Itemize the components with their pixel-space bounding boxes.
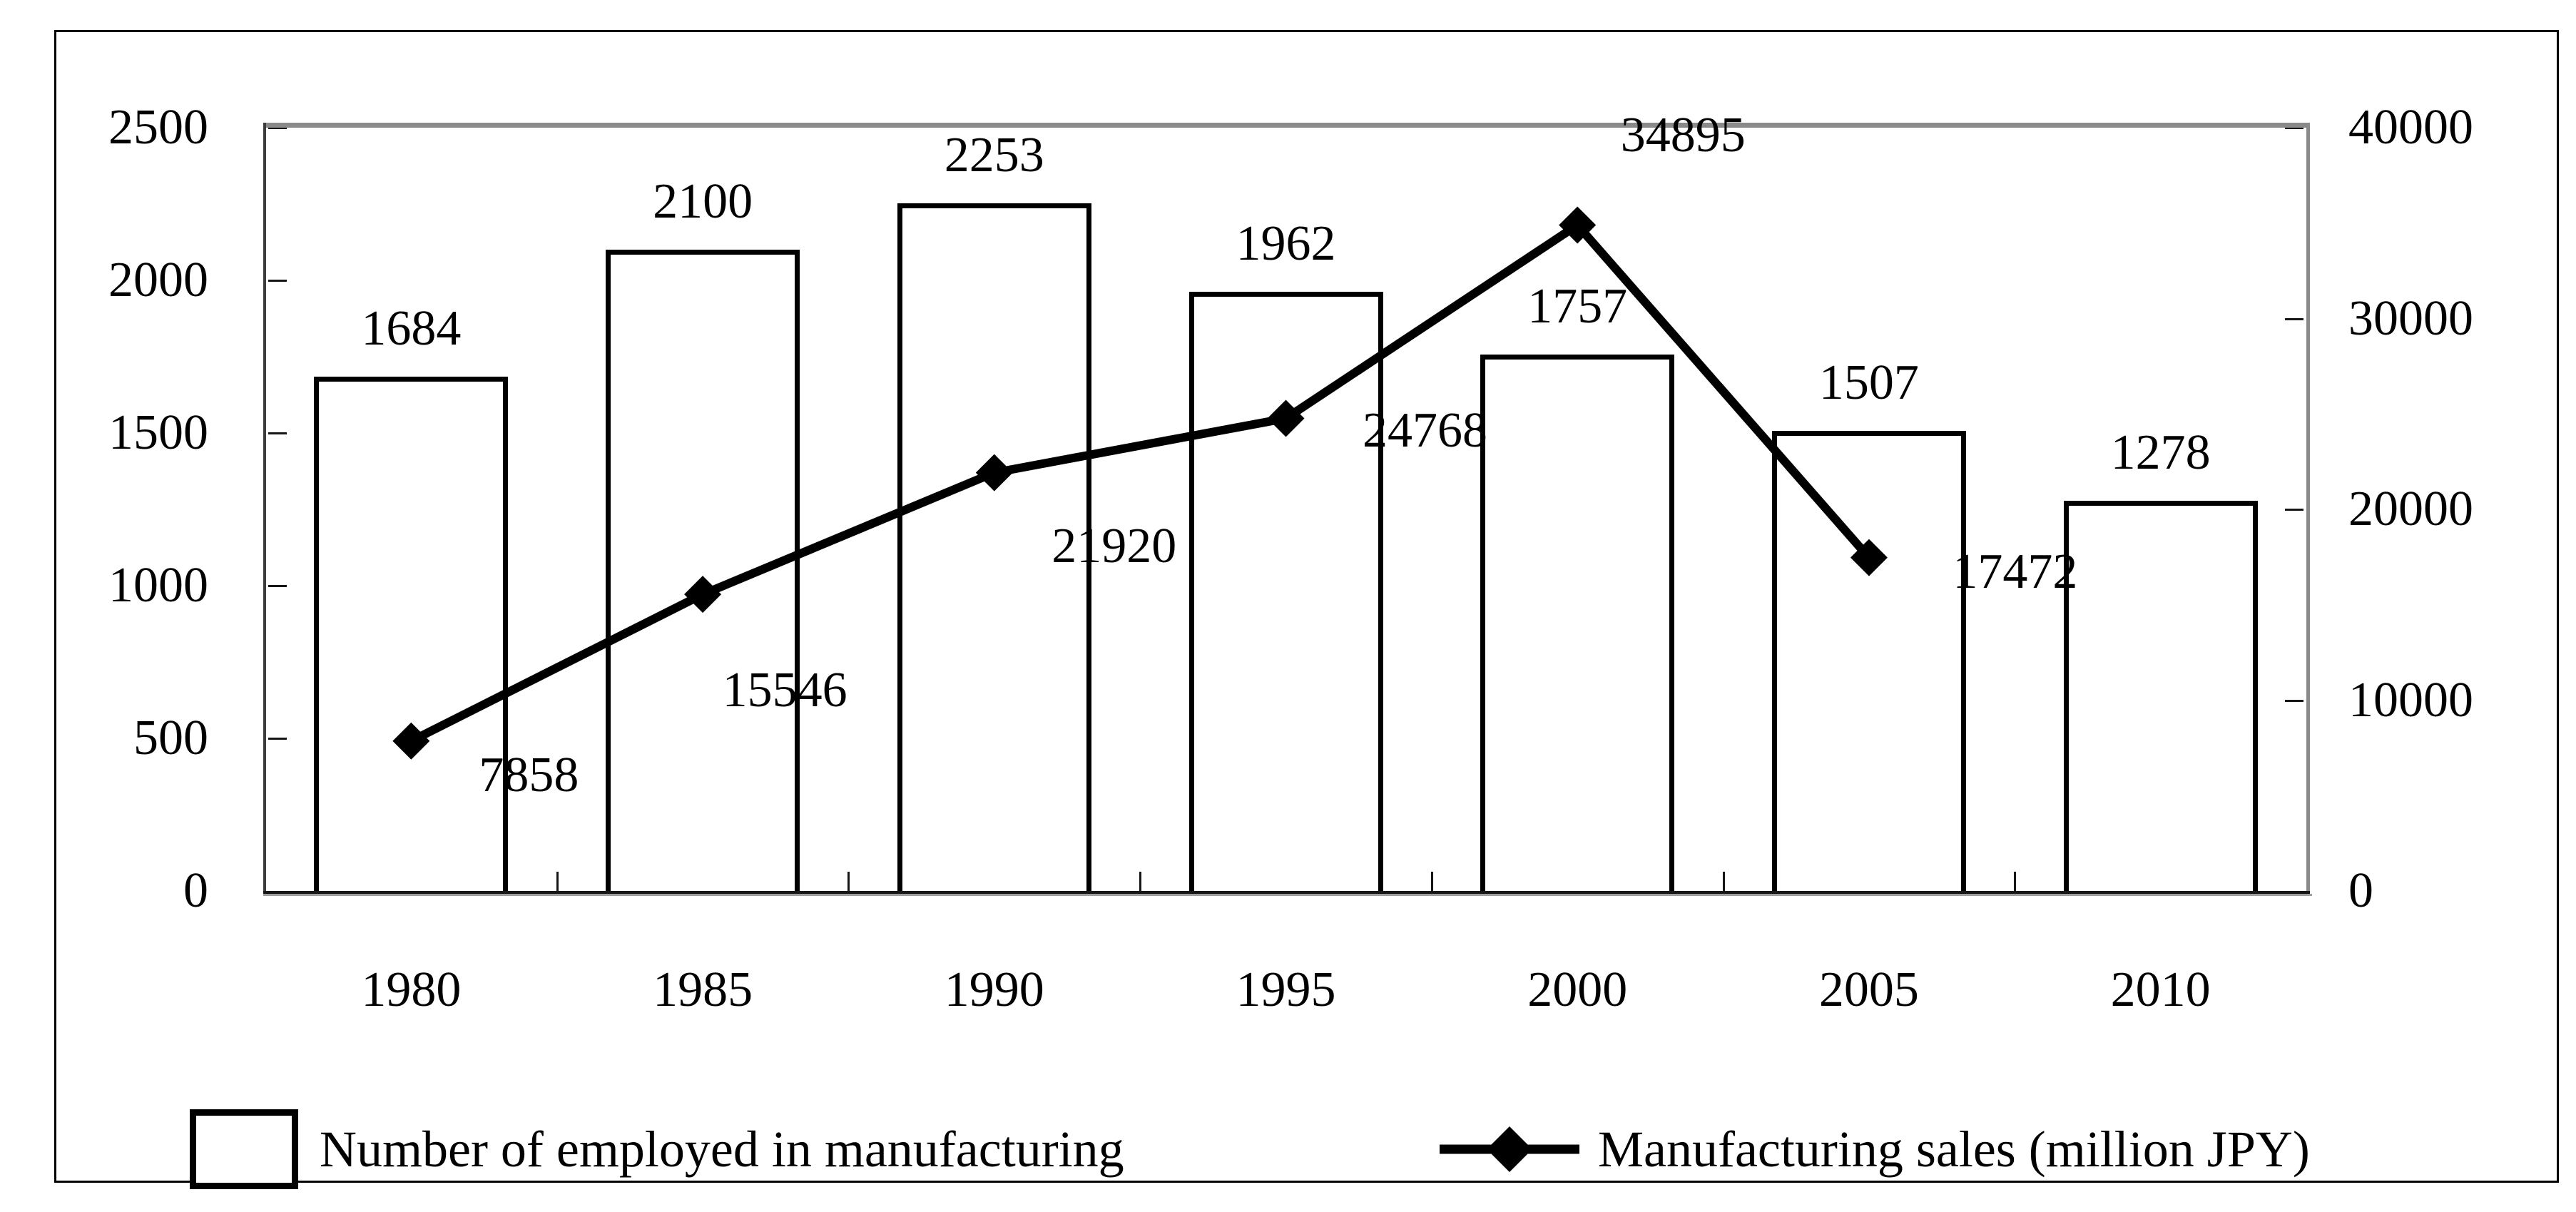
line-series-marker-icon (1440, 1126, 1579, 1172)
line-value-label: 34895 (1620, 107, 1746, 163)
bar (1188, 292, 1383, 891)
right-axis-tick (2285, 127, 2303, 129)
line-value-label: 17472 (1953, 544, 2078, 599)
right-axis-line (2306, 123, 2310, 894)
left-axis-tick (268, 585, 287, 587)
bar (1480, 355, 1675, 891)
right-axis-tick-label: 20000 (2348, 482, 2473, 536)
left-axis-line (263, 123, 266, 894)
bar (606, 250, 800, 891)
diamond-marker (1559, 206, 1597, 244)
left-axis-tick-label: 500 (133, 711, 208, 765)
left-axis-tick-label: 1000 (108, 558, 208, 613)
bar-series-swatch-icon (190, 1109, 298, 1189)
plot-area (265, 127, 2306, 891)
line-value-label: 21920 (1052, 518, 1177, 574)
legend-item-line: Manufacturing sales (million JPY) (1440, 1110, 2310, 1188)
bar-value-label: 1278 (2110, 425, 2211, 481)
x-axis-tick-label: 1995 (1236, 962, 1336, 1017)
bar-value-label: 1962 (1236, 216, 1336, 272)
bar-value-label: 1507 (1818, 355, 1919, 410)
left-axis-tick (268, 738, 287, 740)
right-axis-tick-label: 10000 (2348, 672, 2473, 728)
right-axis-tick (2285, 699, 2303, 702)
x-axis-tick (2014, 872, 2017, 891)
bar-value-label: 2253 (944, 127, 1044, 183)
bar-value-label: 2100 (653, 174, 753, 230)
bar-value-label: 1757 (1527, 279, 1628, 334)
x-axis-tick (1139, 872, 1142, 891)
right-axis-tick-label: 30000 (2348, 290, 2473, 346)
x-axis-tick (847, 872, 850, 891)
left-axis-tick (268, 127, 287, 129)
bar (1771, 431, 1966, 891)
bar (314, 377, 509, 891)
bar (2063, 501, 2258, 891)
x-axis-tick-label: 2000 (1527, 962, 1628, 1017)
x-axis-line (263, 891, 2310, 894)
x-axis-tick-label: 2010 (2110, 962, 2211, 1017)
x-axis-tick (556, 872, 559, 891)
legend-label-line: Manufacturing sales (million JPY) (1598, 1121, 2310, 1178)
x-axis-tick-label: 2005 (1818, 962, 1919, 1017)
line-value-label: 24768 (1363, 403, 1487, 459)
left-axis-tick-label: 0 (183, 863, 208, 918)
x-axis-tick-label: 1990 (944, 962, 1044, 1017)
line-value-label: 7858 (479, 747, 579, 803)
right-axis-tick (2285, 317, 2303, 320)
figure-border (54, 30, 2559, 1183)
left-axis-tick (268, 432, 287, 434)
right-axis-tick-label: 40000 (2348, 100, 2473, 155)
bar-value-label: 1684 (361, 301, 462, 357)
x-axis-tick-label: 1985 (653, 962, 753, 1017)
line-value-label: 15546 (722, 663, 847, 718)
left-axis-tick-label: 1500 (108, 405, 208, 460)
left-axis-tick-label: 2500 (108, 100, 208, 155)
legend-item-bars: Number of employed in manufacturing (190, 1109, 1124, 1189)
plot-top-border (263, 123, 2310, 128)
legend-label-bars: Number of employed in manufacturing (320, 1121, 1124, 1178)
right-axis-tick (2285, 509, 2303, 511)
x-axis-shadow (263, 894, 2312, 896)
x-axis-tick-label: 1980 (361, 962, 462, 1017)
x-axis-tick (1430, 872, 1433, 891)
x-axis-tick (1722, 872, 1725, 891)
legend: Number of employed in manufacturing Manu… (0, 1109, 2576, 1189)
right-axis-tick-label: 0 (2348, 863, 2373, 918)
left-axis-tick (268, 280, 287, 282)
left-axis-tick-label: 2000 (108, 253, 208, 307)
